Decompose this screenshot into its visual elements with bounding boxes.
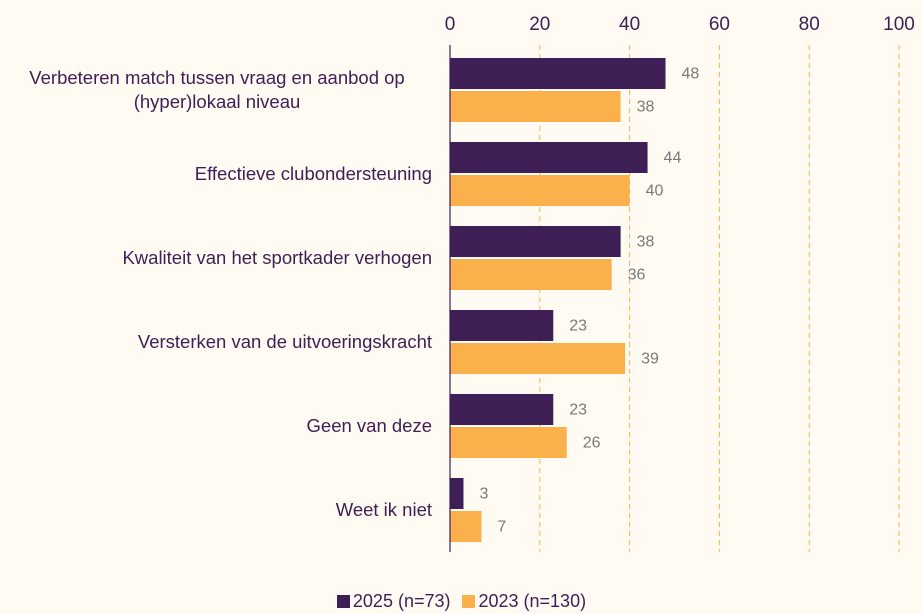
x-tick-label: 100 xyxy=(883,14,915,35)
legend-item: 2025 (n=73) xyxy=(336,591,451,612)
bar xyxy=(450,175,630,206)
bar xyxy=(450,394,554,425)
bar xyxy=(450,511,482,542)
value-label: 7 xyxy=(497,519,506,536)
bar xyxy=(450,142,648,173)
value-label: 38 xyxy=(637,99,655,116)
category-label: Verbeteren match tussen vraag en aanbod … xyxy=(29,67,405,112)
category-label: Weet ik niet xyxy=(335,499,432,520)
value-label: 3 xyxy=(479,486,488,503)
bar xyxy=(450,478,464,509)
bar xyxy=(450,58,666,89)
bar xyxy=(450,427,567,458)
category-label: Geen van deze xyxy=(306,415,432,436)
bar xyxy=(450,310,554,341)
value-label: 40 xyxy=(646,183,664,200)
legend: 2025 (n=73) 2023 (n=130) xyxy=(0,591,923,612)
value-label: 23 xyxy=(569,402,587,419)
value-label: 38 xyxy=(637,234,655,251)
legend-label: 2025 (n=73) xyxy=(352,591,451,611)
legend-swatch xyxy=(336,595,350,608)
bar xyxy=(450,343,626,374)
legend-item: 2023 (n=130) xyxy=(462,591,586,612)
x-tick-label: 80 xyxy=(799,14,820,35)
x-tick-label: 60 xyxy=(709,14,730,35)
legend-swatch xyxy=(462,595,476,608)
value-label: 48 xyxy=(682,66,700,83)
bar xyxy=(450,91,621,122)
value-label: 39 xyxy=(641,351,659,368)
value-label: 44 xyxy=(664,150,682,167)
bar xyxy=(450,259,612,290)
bar xyxy=(450,226,621,257)
category-label: Versterken van de uitvoeringskracht xyxy=(137,331,432,352)
category-label: Kwaliteit van het sportkader verhogen xyxy=(122,247,432,268)
value-label: 36 xyxy=(628,267,646,284)
x-tick-label: 0 xyxy=(445,14,456,35)
x-tick-label: 40 xyxy=(619,14,640,35)
x-tick-label: 20 xyxy=(529,14,550,35)
legend-label: 2023 (n=130) xyxy=(478,591,587,611)
value-label: 26 xyxy=(583,435,601,452)
value-label: 23 xyxy=(569,318,587,335)
category-label: Effectieve clubondersteuning xyxy=(194,163,432,184)
